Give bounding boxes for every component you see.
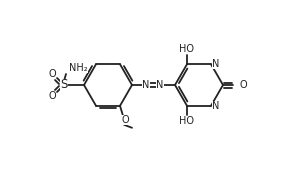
Text: N: N bbox=[156, 80, 164, 90]
Text: O: O bbox=[48, 69, 56, 79]
Text: S: S bbox=[60, 79, 68, 91]
Text: N: N bbox=[142, 80, 150, 90]
Text: O: O bbox=[240, 80, 248, 90]
Text: N: N bbox=[212, 59, 219, 69]
Text: N: N bbox=[212, 101, 219, 111]
Text: NH₂: NH₂ bbox=[69, 63, 88, 73]
Text: HO: HO bbox=[180, 44, 194, 54]
Text: O: O bbox=[121, 115, 129, 125]
Text: HO: HO bbox=[180, 116, 194, 126]
Text: O: O bbox=[48, 91, 56, 101]
